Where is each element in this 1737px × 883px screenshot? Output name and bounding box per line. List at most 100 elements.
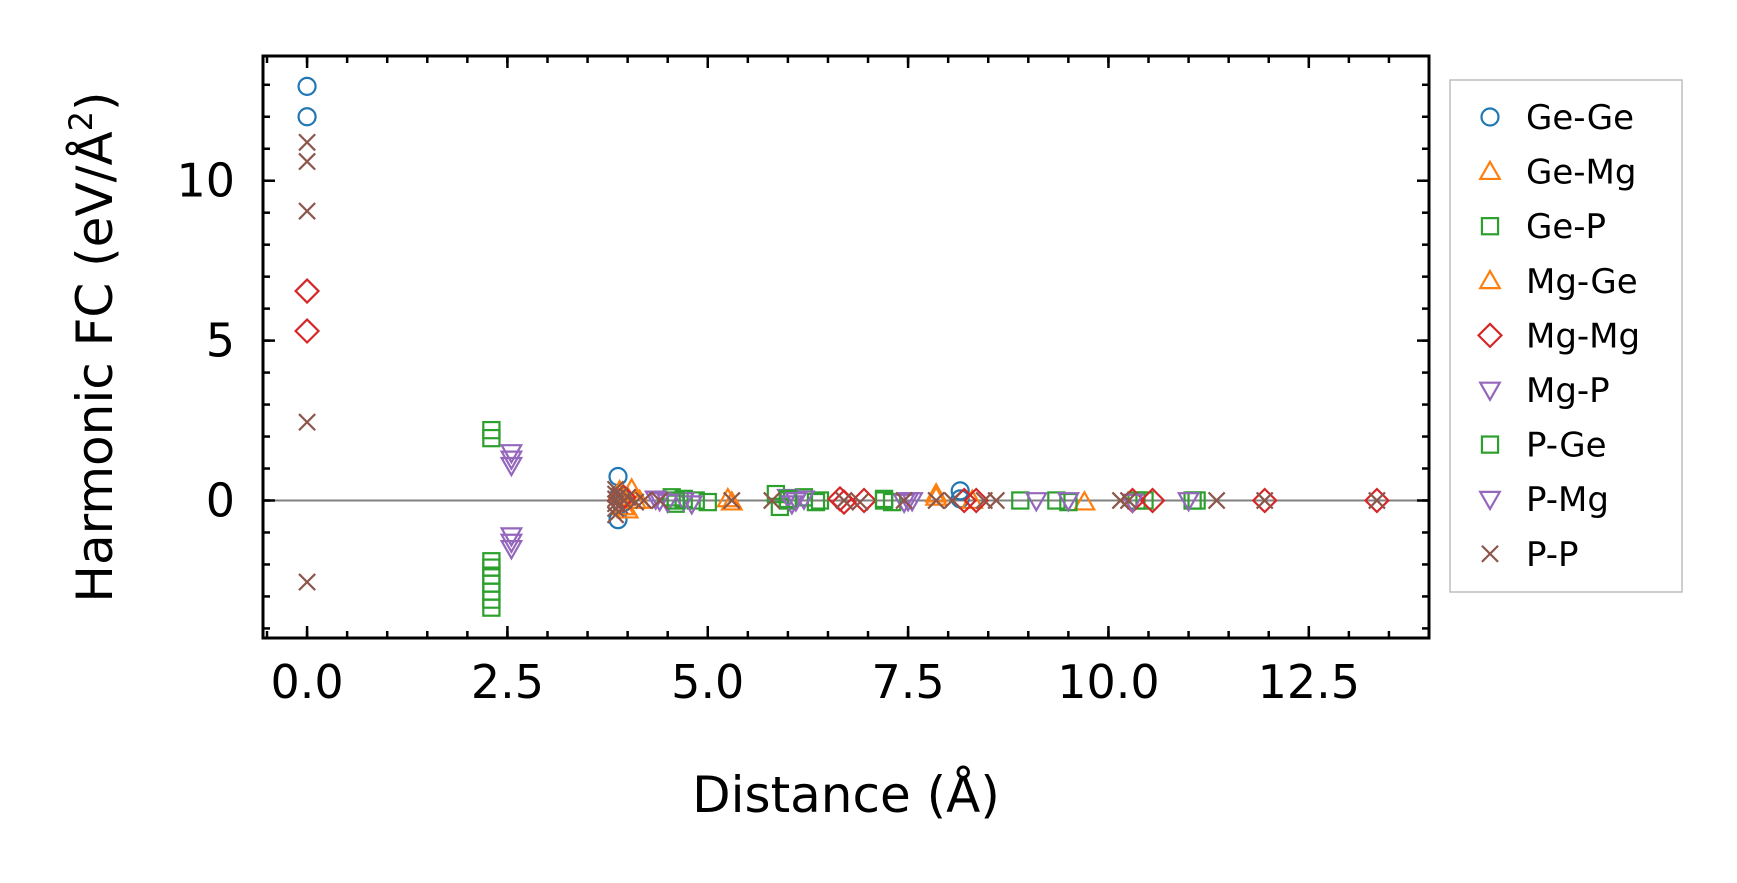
point-mg-p-1 bbox=[499, 450, 524, 471]
point-ge-mg-9 bbox=[1072, 490, 1097, 511]
point-mg-p-19 bbox=[1176, 492, 1201, 513]
point-p-p-28 bbox=[1119, 491, 1138, 510]
legend-marker-mg-mg bbox=[1476, 322, 1504, 349]
point-p-p-3 bbox=[298, 413, 316, 432]
legend-marker-mg-p bbox=[1478, 381, 1502, 402]
point-ge-p-26 bbox=[1135, 491, 1154, 510]
point-mg-mg-8 bbox=[963, 487, 990, 514]
point-mg-p-5 bbox=[499, 540, 524, 561]
legend-entry-p-ge: P-Ge bbox=[1480, 426, 1607, 466]
legend-label-ge-ge: Ge-Ge bbox=[1526, 98, 1634, 138]
point-p-p-0 bbox=[298, 133, 316, 152]
legend-entry-mg-p: Mg-P bbox=[1478, 371, 1610, 411]
x-axis-title: Distance (Å) bbox=[692, 766, 1000, 824]
point-ge-p-14 bbox=[766, 484, 786, 504]
x-tick-label: 7.5 bbox=[872, 655, 945, 709]
legend-entry-mg-mg: Mg-Mg bbox=[1476, 316, 1640, 356]
point-p-mg-0 bbox=[648, 492, 672, 513]
point-ge-ge-0 bbox=[297, 76, 317, 96]
data-points-layer bbox=[294, 76, 1390, 617]
point-p-p-30 bbox=[1255, 491, 1274, 510]
legend-marker-p-mg bbox=[1478, 490, 1502, 512]
legend-label-mg-mg: Mg-Mg bbox=[1526, 316, 1640, 356]
legend-label-mg-p: Mg-P bbox=[1526, 371, 1610, 411]
point-mg-p-13 bbox=[792, 490, 816, 511]
y-tick-labels: 0 5 10 bbox=[176, 154, 235, 528]
point-ge-ge-1 bbox=[297, 107, 317, 127]
y-axis-title: Harmonic FC (eV/Å2) bbox=[62, 91, 124, 602]
point-p-p-26 bbox=[987, 491, 1006, 510]
point-p-p-20 bbox=[835, 491, 853, 510]
legend-label-p-mg: P-Mg bbox=[1526, 480, 1609, 520]
point-ge-p-13 bbox=[698, 492, 717, 512]
legend-label-ge-mg: Ge-Mg bbox=[1526, 153, 1636, 193]
point-mg-p-0 bbox=[499, 444, 524, 465]
point-ge-p-1 bbox=[482, 428, 501, 448]
legend-label-p-ge: P-Ge bbox=[1526, 426, 1607, 466]
point-p-p-29 bbox=[1207, 491, 1226, 510]
x-tick-labels: 0.0 2.5 5.0 7.5 10.0 12.5 bbox=[270, 655, 1360, 709]
point-p-ge-1 bbox=[778, 489, 798, 509]
y-axis-title-superscript: 2 bbox=[62, 111, 100, 131]
point-mg-mg-1 bbox=[294, 317, 321, 345]
point-p-p-17 bbox=[650, 491, 669, 510]
point-ge-mg-6 bbox=[720, 490, 744, 511]
x-tick-label: 12.5 bbox=[1258, 655, 1360, 709]
point-ge-p-8 bbox=[482, 598, 501, 617]
legend-entry-mg-ge: Mg-Ge bbox=[1478, 262, 1638, 302]
y-axis-title-close: ) bbox=[66, 91, 124, 111]
x-tick-label: 5.0 bbox=[671, 655, 744, 709]
point-mg-mg-5 bbox=[830, 489, 858, 516]
point-p-p-2 bbox=[298, 202, 316, 220]
point-p-p-31 bbox=[1368, 491, 1386, 510]
legend-label-ge-p: Ge-P bbox=[1526, 207, 1606, 247]
y-tick-label: 10 bbox=[176, 154, 235, 208]
legend-label-mg-ge: Mg-Ge bbox=[1526, 262, 1638, 302]
x-tick-label: 2.5 bbox=[471, 655, 544, 709]
point-p-p-19 bbox=[763, 491, 781, 510]
legend-marker-ge-mg bbox=[1478, 159, 1502, 181]
point-p-p-24 bbox=[943, 491, 962, 510]
point-ge-mg-5 bbox=[716, 486, 740, 508]
point-p-p-10 bbox=[606, 506, 625, 524]
point-mg-p-17 bbox=[1056, 492, 1081, 513]
point-p-p-22 bbox=[895, 491, 913, 510]
legend: Ge-Ge Ge-Mg Ge-P Mg-Ge Mg-Mg Mg-P P-Ge P-Mg P-P bbox=[1449, 79, 1683, 593]
point-mg-mg-12 bbox=[1363, 487, 1390, 514]
point-mg-p-4 bbox=[499, 533, 524, 555]
legend-marker-p-p bbox=[1481, 544, 1499, 563]
x-tick-label: 0.0 bbox=[270, 655, 343, 709]
legend-entry-ge-mg: Ge-Mg bbox=[1478, 153, 1636, 193]
legend-marker-ge-ge bbox=[1480, 107, 1500, 127]
point-ge-p-19 bbox=[810, 491, 830, 510]
point-mg-p-18 bbox=[1120, 493, 1145, 515]
point-p-p-27 bbox=[1111, 491, 1130, 510]
point-p-p-16 bbox=[634, 491, 653, 510]
point-p-p-21 bbox=[851, 493, 869, 511]
legend-entry-p-mg: P-Mg bbox=[1478, 480, 1609, 520]
y-axis-title-main: Harmonic FC (eV/Å bbox=[66, 131, 124, 602]
point-p-ge-0 bbox=[666, 491, 685, 510]
point-p-ge-2 bbox=[874, 491, 894, 510]
legend-marker-mg-ge bbox=[1478, 268, 1502, 290]
legend-entry-ge-p: Ge-P bbox=[1480, 207, 1606, 247]
point-mg-mg-4 bbox=[826, 485, 854, 512]
point-p-mg-1 bbox=[784, 492, 808, 513]
y-tick-label: 5 bbox=[206, 314, 235, 368]
point-mg-p-16 bbox=[1024, 492, 1048, 513]
point-mg-mg-0 bbox=[294, 278, 321, 305]
point-ge-ge-6 bbox=[950, 481, 970, 501]
point-ge-p-23 bbox=[1047, 491, 1066, 510]
point-mg-p-3 bbox=[499, 527, 524, 548]
point-p-p-23 bbox=[927, 491, 946, 510]
point-mg-mg-11 bbox=[1251, 487, 1278, 514]
legend-label-p-p: P-P bbox=[1526, 535, 1579, 575]
legend-marker-ge-p bbox=[1480, 217, 1500, 236]
x-tick-label: 10.0 bbox=[1057, 655, 1159, 709]
plot-area-frame bbox=[261, 54, 1431, 640]
legend-entry-p-p: P-P bbox=[1481, 535, 1579, 575]
y-tick-label: 0 bbox=[206, 473, 235, 527]
point-p-p-14 bbox=[618, 488, 637, 507]
point-mg-mg-10 bbox=[1139, 487, 1166, 514]
point-mg-p-2 bbox=[499, 456, 524, 478]
